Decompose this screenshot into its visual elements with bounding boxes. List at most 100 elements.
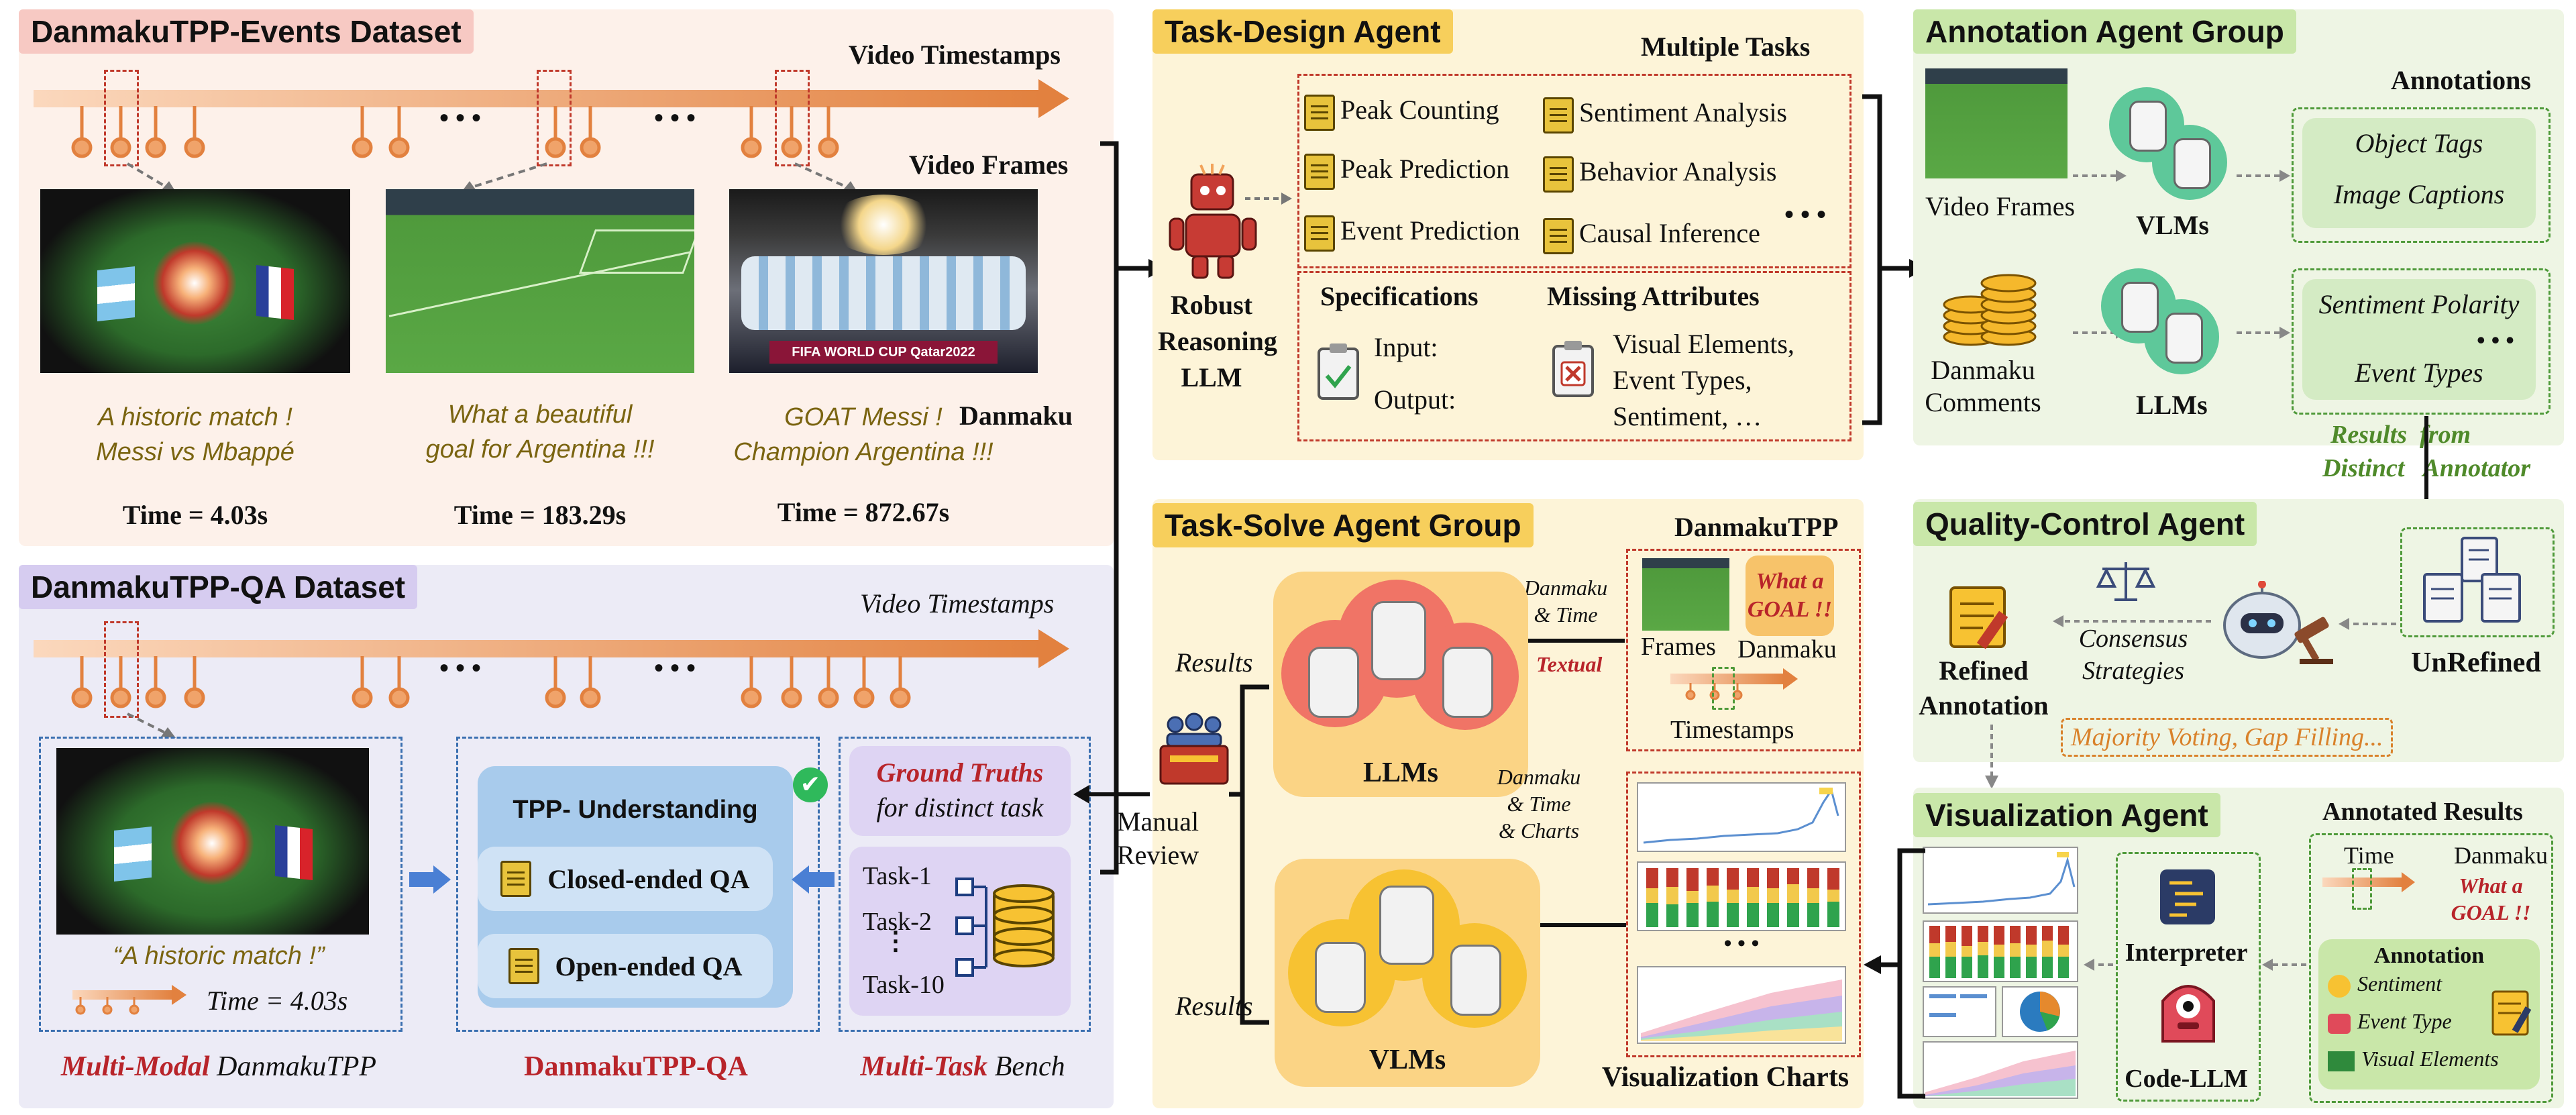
charts-to-vlm-arrow <box>1515 923 1626 927</box>
qa-timestamp-markers <box>71 656 911 708</box>
task-2: Task-2 <box>863 908 932 936</box>
solve-llms-label: LLMs <box>1362 757 1438 788</box>
note-icon <box>1304 215 1335 252</box>
note-icon <box>1543 217 1574 254</box>
annotated-results-box <box>2309 833 2553 1103</box>
solve-goal-text: What a GOAL !! <box>1746 568 1834 624</box>
llm-label-1: Robust <box>1170 290 1253 320</box>
qa-timeline-label: Video Timestamps <box>860 588 1055 619</box>
note-icon <box>508 948 539 984</box>
annotations-inner-1 <box>2302 118 2536 228</box>
vis-visualelements-row: Visual Elements <box>2328 1047 2499 1071</box>
annotations-box-1 <box>2292 107 2551 243</box>
vis-chart-area <box>1923 1041 2078 1099</box>
multiple-tasks-label: Multiple Tasks <box>1641 32 1811 62</box>
annotation-to-quality-arrow <box>2424 416 2428 510</box>
vis-chart-pie <box>2002 986 2078 1037</box>
qa-frame <box>56 748 369 935</box>
tasks-box <box>1297 74 1851 268</box>
database-icon <box>993 884 1055 967</box>
vis-eventtype-row: Event Type <box>2328 1009 2452 1034</box>
check-icon: ✔ <box>793 767 828 802</box>
llm-robot-icon-2 <box>2165 313 2203 364</box>
task-right-2: Behavior Analysis <box>1543 156 1776 193</box>
ground-truth-line1: Ground Truths <box>876 757 1044 788</box>
events-ellipsis-1: • • • <box>439 103 482 133</box>
argentina-flag-icon <box>97 266 135 321</box>
event-caption-3-line2: Champion Argentina !!! <box>733 438 994 466</box>
vis-mini-arrowhead <box>2402 872 2415 892</box>
missing-sentiment: Sentiment, … <box>1613 401 1762 431</box>
qa-ellipsis-1: • • • <box>439 653 482 683</box>
vis-chart-bars <box>1923 920 2078 982</box>
vis-charts-label: Visualization Charts <box>1601 1062 1849 1093</box>
task-left-3: Event Prediction <box>1304 215 1520 252</box>
note-icon <box>1304 153 1335 190</box>
manual-to-gt-arrowhead <box>1073 785 1089 804</box>
danmaku-time-charts-label: Danmaku & Time & Charts <box>1485 763 1593 844</box>
qa-bottom-right-rest: Bench <box>987 1051 1065 1082</box>
danmaku-comments-line1: Danmaku <box>1931 355 2035 385</box>
visual-title: Visualization Agent <box>1913 793 2220 837</box>
fireworks-icon <box>153 242 236 325</box>
quality-to-visual-arrow <box>1985 725 1998 789</box>
qa-bottom-left-rest: DanmakuTPP <box>209 1051 377 1082</box>
argentina-flag-icon <box>114 827 152 882</box>
consensus-strategies-label: Consensus Strategies <box>2053 623 2214 687</box>
ground-truth-box <box>849 746 1071 836</box>
qa-mini-markers <box>75 997 140 1015</box>
unrefined-label: UnRefined <box>2411 647 2541 678</box>
results-bracket <box>1229 684 1269 1025</box>
vis-event-type: Event Type <box>2357 1009 2452 1033</box>
consensus-1: Consensus <box>2078 625 2188 653</box>
task-solve-title: Task-Solve Agent Group <box>1152 503 1534 547</box>
code-llm-monster-icon <box>2161 985 2215 1043</box>
clipboard-x-icon <box>1552 341 1594 397</box>
task-left-2-label: Peak Prediction <box>1340 154 1510 184</box>
event-frame-3: FIFA WORLD CUP Qatar2022 <box>729 189 1038 373</box>
vis-chart-table <box>1923 986 1996 1037</box>
unrefined-to-judge-arrow <box>2339 618 2396 630</box>
danmaku-comments-label: Danmaku Comments <box>1916 354 2050 419</box>
judge-to-scale-arrow <box>2053 615 2211 627</box>
robot-to-tasks-arrow <box>1245 193 1292 205</box>
task-left-1: Peak Counting <box>1304 94 1499 131</box>
interpreter-to-charts-arrow <box>2084 959 2113 971</box>
task-left-1-label: Peak Counting <box>1340 95 1499 125</box>
llm-to-sentiment-arrow <box>2237 327 2290 339</box>
connector-visual-to-charts <box>1864 848 1925 1099</box>
event-caption-2: What a beautiful goal for Argentina !!! <box>386 397 694 467</box>
qa-bottom-left-label: Multi-Modal DanmakuTPP <box>39 1051 398 1083</box>
annotated-results-label: Annotated Results <box>2322 798 2523 826</box>
events-ellipsis-2: • • • <box>654 103 696 133</box>
arrow-into-qa-left-head <box>433 865 451 894</box>
event-selector-3 <box>775 70 810 166</box>
event-frame-1 <box>40 189 350 373</box>
solve-danmaku-label: Danmaku <box>1737 635 1837 663</box>
chart-thumb-area <box>1637 966 1846 1044</box>
llm-label-3: LLM <box>1181 362 1242 392</box>
annotation-video-frame <box>1925 68 2068 178</box>
vis-timestamp-select <box>2352 868 2372 910</box>
results-from-label: Results from <box>2330 421 2471 449</box>
chart-thumb-bars <box>1637 861 1846 931</box>
manual-review-1: Manual <box>1116 806 1199 837</box>
unrefined-docs-icon <box>2423 537 2521 623</box>
qa-mini-arrow <box>72 990 173 1000</box>
missing-list: Visual Elements, Event Types, Sentiment,… <box>1613 326 1794 435</box>
note-icon <box>1304 94 1335 131</box>
judge-robot-icon <box>2223 581 2333 664</box>
task-right-1: Sentiment Analysis <box>1543 97 1787 134</box>
solve-llm-robot-2 <box>1371 601 1426 680</box>
celebration-players <box>741 256 1026 330</box>
annotation-more: • • • <box>2477 327 2514 354</box>
event-time-2: Time = 183.29s <box>453 500 627 530</box>
heart-message-icon <box>2328 1013 2351 1034</box>
note-icon <box>500 861 532 897</box>
refined-annotation-label: Refined Annotation <box>1913 653 2054 723</box>
solve-vlms-label: VLMs <box>1368 1045 1446 1075</box>
refined-1: Refined <box>1939 655 2029 686</box>
qa-caption-quote: “A historic match !” <box>113 942 325 970</box>
task-10: Task-10 <box>863 971 945 999</box>
annotations-label: Annotations <box>2391 65 2531 95</box>
